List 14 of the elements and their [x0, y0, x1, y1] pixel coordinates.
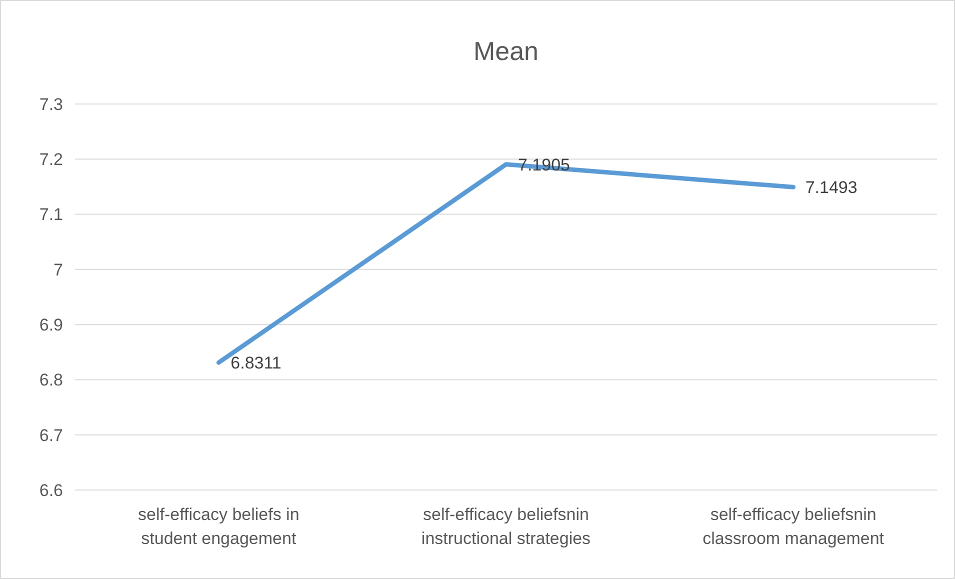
y-tick-label: 6.6	[39, 480, 63, 500]
x-tick-label: self-efficacy beliefs in student engagement	[138, 505, 300, 548]
y-tick-label: 6.7	[39, 426, 63, 445]
x-tick-label: self-efficacy beliefsnin instructional strategies	[421, 505, 591, 548]
y-tick-label: 7.1	[39, 205, 63, 224]
data-label: 6.8311	[230, 354, 282, 373]
data-label: 7.1493	[805, 178, 858, 198]
y-tick-label: 7.2	[39, 150, 63, 170]
y-tick-label: 6.9	[39, 316, 63, 335]
y-tick-label: 7	[54, 260, 63, 280]
y-tick-label: 6.8	[39, 370, 63, 390]
chart-title: Mean	[473, 36, 539, 66]
x-tick-label: self-efficacy beliefsnin classroom management	[702, 505, 884, 548]
y-tick-label: 7.3	[39, 94, 63, 114]
